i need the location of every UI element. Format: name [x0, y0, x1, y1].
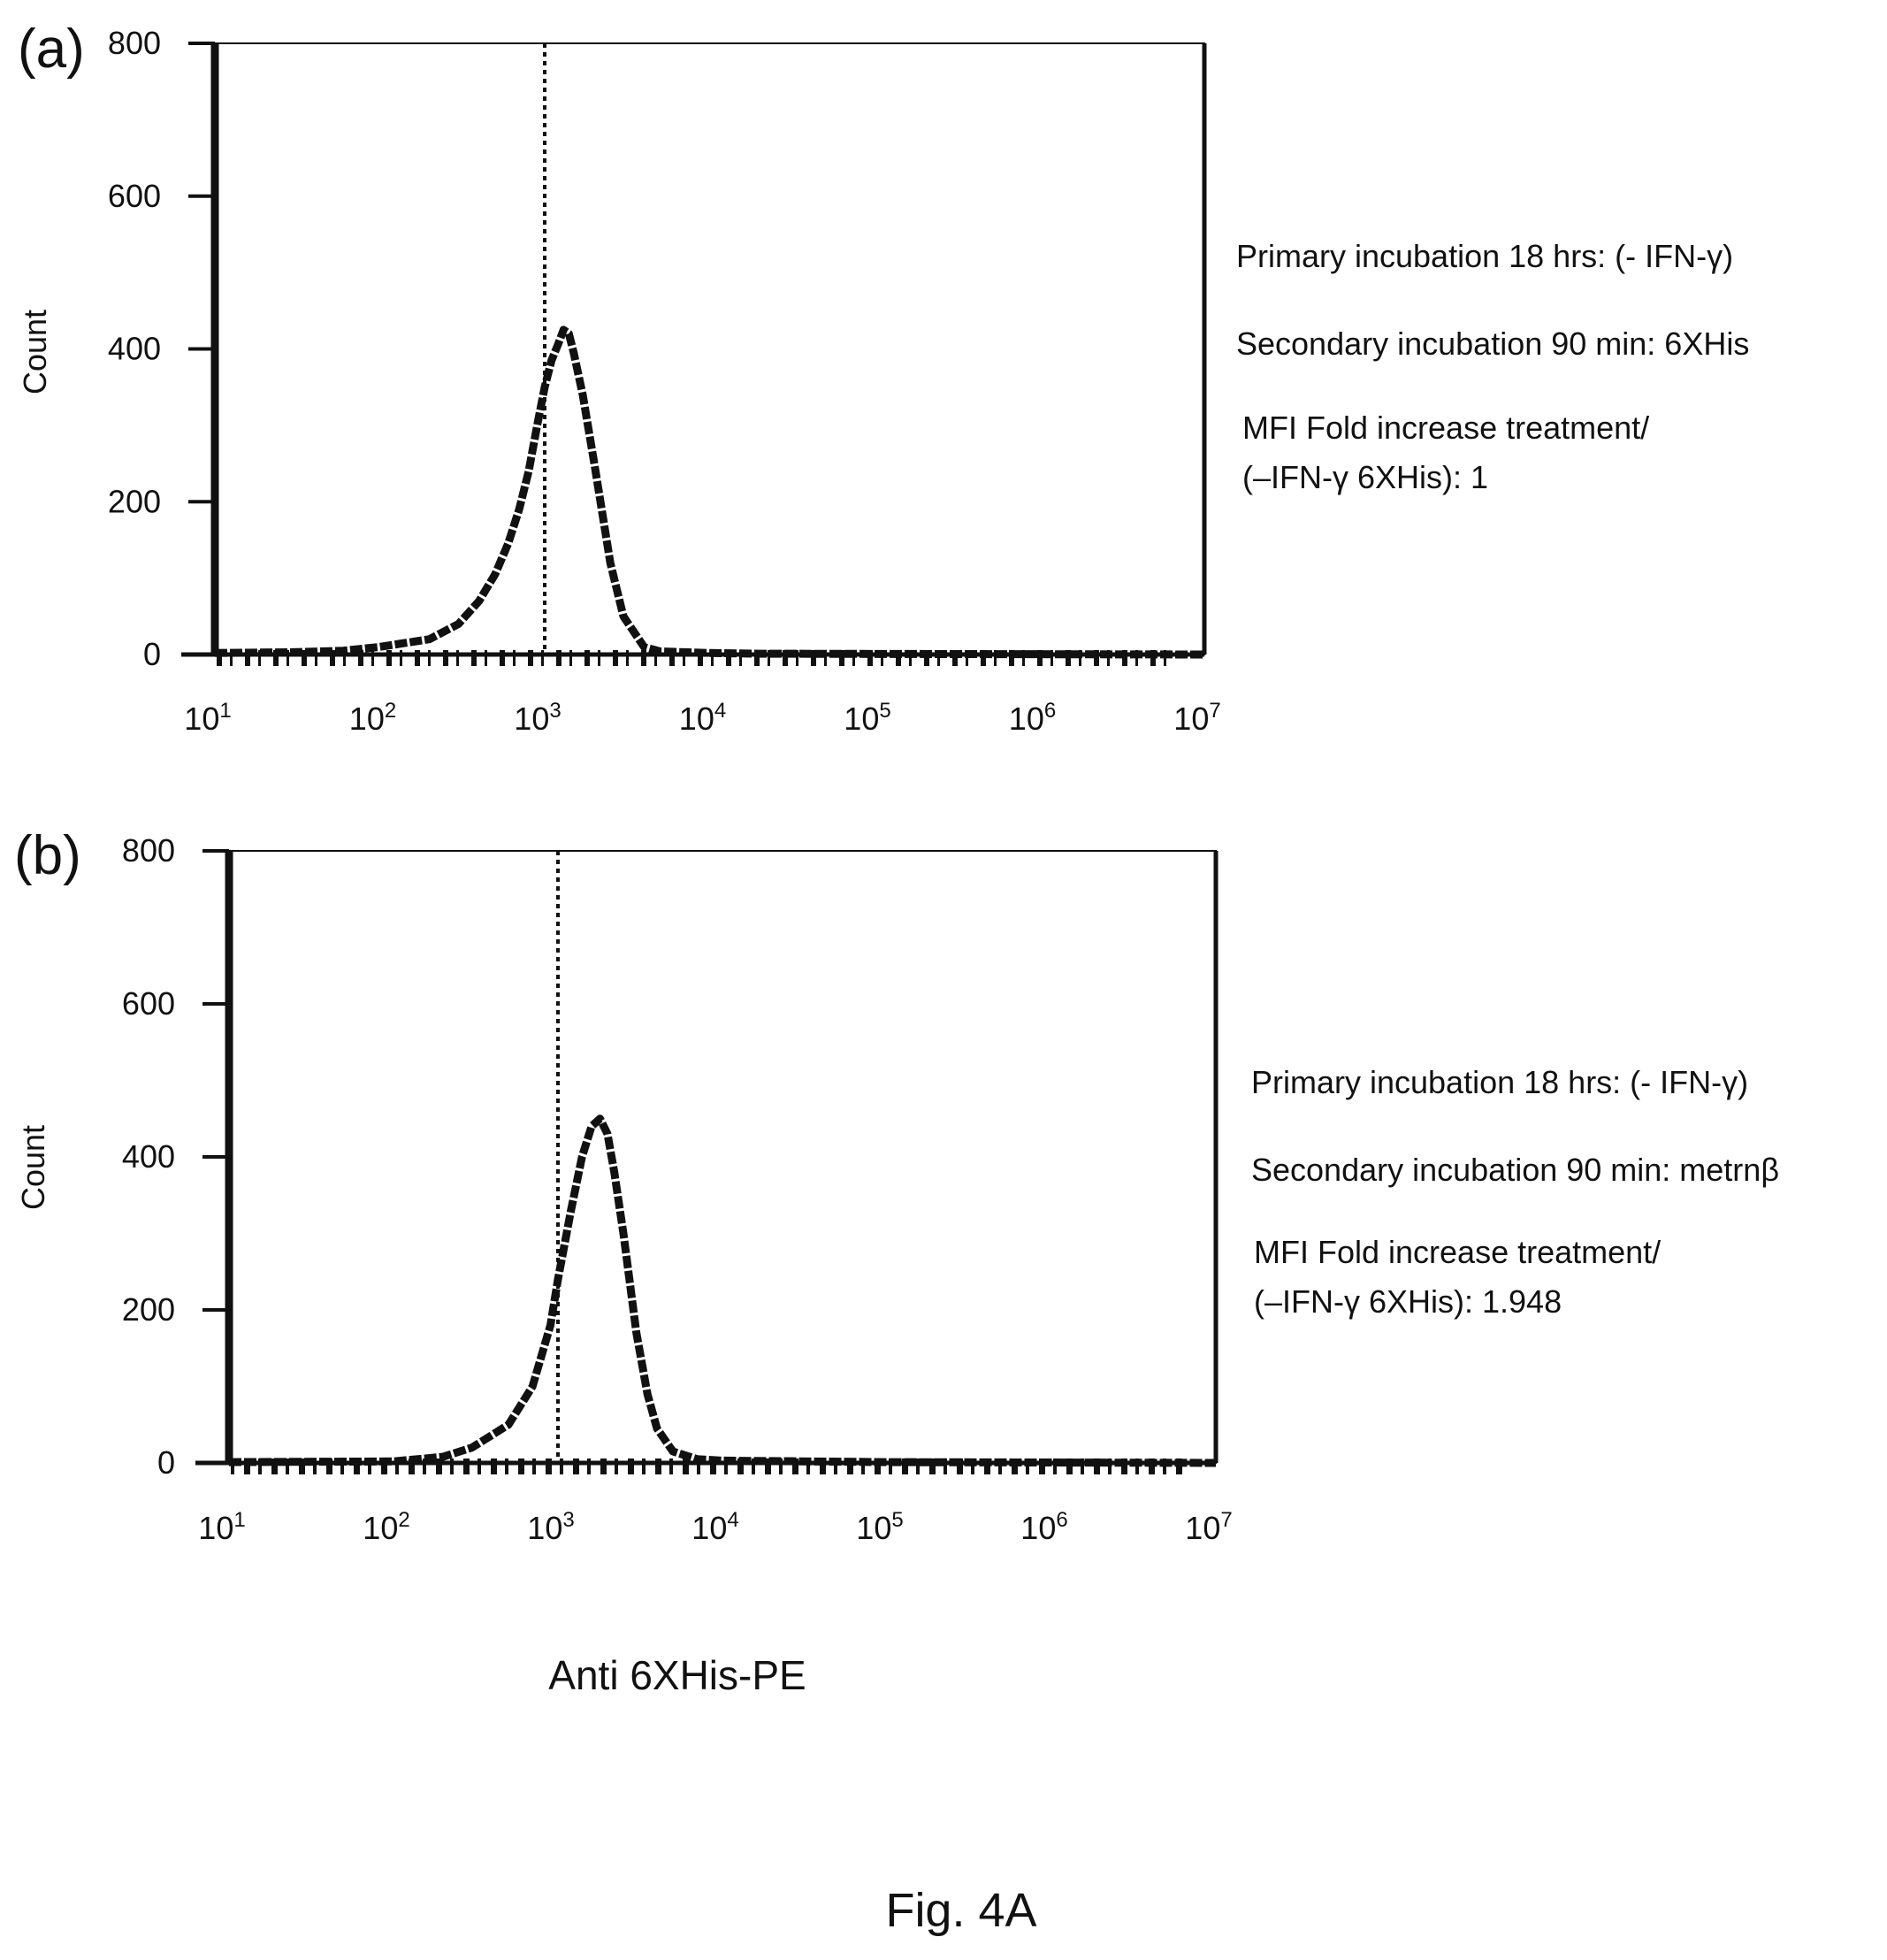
y-tick-label: 600 — [108, 178, 161, 214]
x-ticks: 101 102 103 104 105 106 107 — [198, 1508, 1232, 1546]
x-tick-label: 102 — [349, 699, 396, 737]
y-ticks: 0 200 400 600 800 — [108, 25, 215, 672]
x-tick-label: 106 — [1020, 1508, 1067, 1546]
y-axis-title: Count — [15, 1125, 51, 1210]
x-tick-label: 105 — [844, 699, 890, 737]
panel-label: (a) — [18, 19, 85, 80]
info-block: Primary incubation 18 hrs: (- IFN-γ) Sec… — [1251, 1064, 1779, 1320]
info-secondary: Secondary incubation 90 min: metrnβ — [1251, 1152, 1779, 1188]
y-tick-label: 0 — [157, 1444, 175, 1481]
y-tick-label: 400 — [108, 331, 161, 367]
x-tick-label: 103 — [514, 699, 561, 737]
y-tick-label: 200 — [122, 1291, 175, 1328]
panel-label: (b) — [14, 825, 81, 886]
x-ticks: 101 102 103 104 105 106 107 — [184, 699, 1220, 737]
x-tick-label: 104 — [691, 1508, 738, 1546]
y-tick-label: 600 — [122, 985, 175, 1022]
info-secondary: Secondary incubation 90 min: 6XHis — [1236, 325, 1749, 362]
x-tick-label: 106 — [1009, 699, 1056, 737]
info-mfi-line2: (–IFN-γ 6XHis): 1.948 — [1254, 1283, 1562, 1320]
y-tick-label: 0 — [143, 636, 161, 672]
x-axis-title: Anti 6XHis-PE — [548, 1652, 806, 1698]
histogram-curve — [228, 1114, 1217, 1467]
x-tick-label: 101 — [184, 699, 231, 737]
x-tick-label: 105 — [856, 1508, 903, 1546]
info-primary: Primary incubation 18 hrs: (- IFN-γ) — [1251, 1064, 1748, 1100]
x-tick-label: 101 — [198, 1508, 245, 1546]
x-tick-label: 103 — [527, 1508, 574, 1546]
figure-caption: Fig. 4A — [885, 1884, 1036, 1937]
x-tick-label: 107 — [1173, 699, 1220, 737]
y-tick-label: 400 — [122, 1138, 175, 1175]
info-mfi-line2: (–IFN-γ 6XHis): 1 — [1242, 459, 1488, 495]
y-axis-title: Count — [17, 310, 53, 394]
info-block: Primary incubation 18 hrs: (- IFN-γ) Sec… — [1236, 238, 1749, 495]
info-mfi-line1: MFI Fold increase treatment/ — [1242, 410, 1649, 446]
y-tick-label: 800 — [108, 25, 161, 61]
x-tick-label: 104 — [679, 699, 726, 737]
x-tick-label: 102 — [363, 1508, 409, 1546]
y-tick-label: 200 — [108, 483, 161, 519]
plot-frame — [228, 850, 1217, 1464]
y-tick-label: 800 — [122, 832, 175, 869]
info-primary: Primary incubation 18 hrs: (- IFN-γ) — [1236, 238, 1733, 274]
plot-frame — [214, 42, 1205, 655]
x-tick-label: 107 — [1185, 1508, 1232, 1546]
info-mfi-line1: MFI Fold increase treatment/ — [1254, 1234, 1661, 1270]
y-ticks: 0 200 400 600 800 — [122, 832, 229, 1481]
histogram-curve — [214, 325, 1205, 659]
